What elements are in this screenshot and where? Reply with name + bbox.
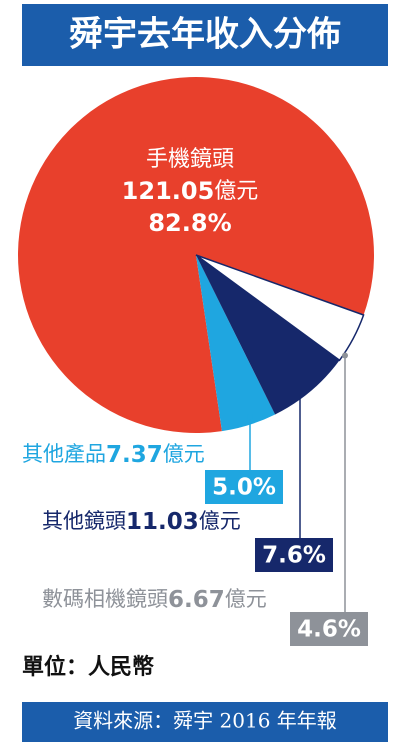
pie-slice (196, 255, 276, 432)
source-bar (22, 702, 388, 742)
slice-label: 其他鏡頭11.03億元 (42, 509, 241, 535)
source: 資料來源：舜宇 2016 年年報 (73, 709, 337, 733)
pie-slice (195, 254, 365, 362)
leader-dot (342, 352, 348, 359)
category: 其他產品 (22, 442, 106, 466)
value-box (255, 538, 333, 572)
value-label: 4.6% (297, 617, 361, 643)
category: 其他鏡頭 (42, 509, 126, 533)
pie-slice (196, 255, 340, 415)
amount-label: 121.05億元 (122, 177, 259, 205)
value-label: 5.0% (212, 475, 276, 501)
value-box (205, 470, 283, 504)
slice-label: 其他產品7.37億元 (22, 442, 205, 468)
category: 數碼相機鏡頭 (42, 587, 168, 611)
value-label: 7.6% (262, 543, 326, 569)
slice-label: 數碼相機鏡頭6.67億元 (42, 587, 267, 613)
labels: 手機鏡頭121.05億元82.8%其他產品7.37億元5.0%其他鏡頭11.03… (22, 147, 368, 646)
unit: 億元 (163, 442, 205, 466)
chart-title: 舜宇去年收入分佈 (69, 15, 341, 55)
amount: 7.37 (106, 442, 163, 468)
amount: 121.05 (122, 177, 215, 205)
pie (17, 77, 374, 434)
category-label: 手機鏡頭 (146, 147, 234, 172)
amount: 6.67 (168, 587, 225, 613)
leader-dot (297, 388, 303, 395)
value-label: 82.8% (148, 209, 231, 237)
value-box (290, 612, 368, 646)
unit: 億元 (225, 587, 267, 611)
leader-dot (247, 413, 253, 420)
unit-note: 單位：人民幣 (22, 654, 154, 680)
unit: 億元 (199, 509, 241, 533)
amount: 11.03 (126, 509, 199, 535)
unit: 億元 (214, 179, 258, 204)
title-bar (22, 4, 388, 66)
